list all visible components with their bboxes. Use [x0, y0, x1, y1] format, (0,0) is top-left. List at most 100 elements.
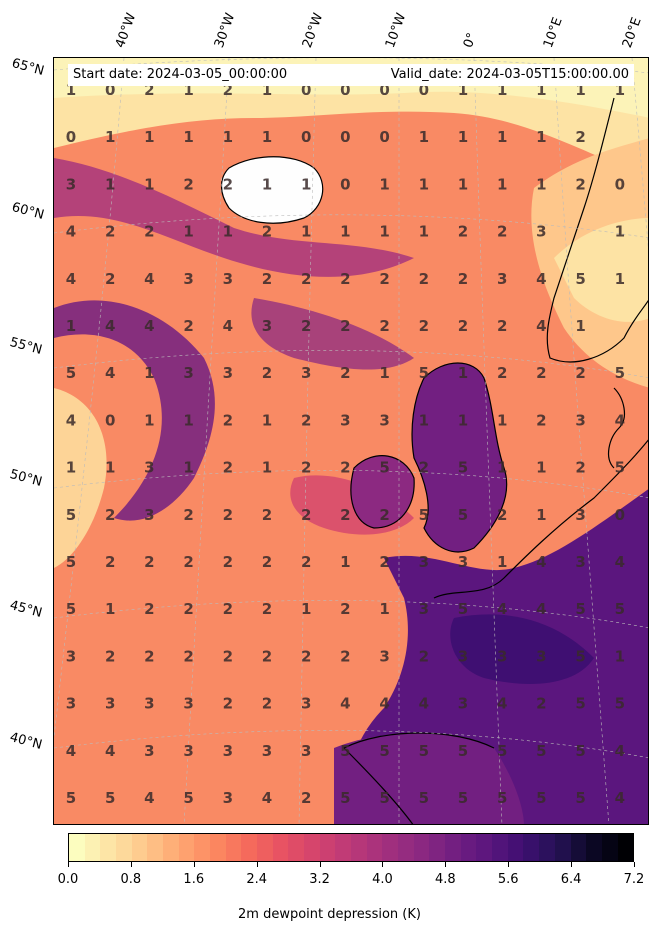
colorbar-tick: [634, 862, 635, 867]
ireland: [350, 455, 415, 528]
dry-iberia: [334, 733, 524, 824]
lat-label-55: 55°N: [8, 335, 44, 358]
grid-value: 3: [575, 411, 585, 429]
grid-value: 2: [223, 81, 233, 99]
grid-value: 2: [301, 506, 311, 524]
colorbar-segment: [210, 834, 226, 861]
grid-value: 1: [536, 81, 546, 99]
grid-values: 1 0 2 1 2 1 0 0 0 0 1 1 1 1 1 0 1 1 1 1 1 0 0 0 1 1 1 1 2 3 1 1 2 2 1 1 0 1 1 1…: [66, 81, 625, 807]
grid-value: 0: [340, 81, 350, 99]
grid-value: 5: [105, 789, 115, 807]
grid-value: 1: [458, 81, 468, 99]
colorbar-tick: [508, 862, 510, 867]
lon-label-10e: 10°E: [540, 15, 566, 51]
lat-label-60: 60°N: [10, 200, 46, 223]
map-panel: 1 0 2 1 2 1 0 0 0 0 1 1 1 1 1 0 1 1 1 1 1 0 0 0 1 1 1 1 2 3 1 1 2 2 1 1 0 1 1 1…: [53, 57, 649, 825]
grid-value: 1: [615, 223, 625, 241]
colorbar-segment: [69, 834, 85, 861]
grid-value: 3: [223, 270, 233, 288]
grid-value: 1: [458, 411, 468, 429]
grid-value: 3: [66, 647, 76, 665]
grid-value: 1: [105, 175, 115, 193]
colorbar-segment: [272, 834, 289, 861]
grid-value: 2: [183, 600, 193, 618]
grid-value: 1: [615, 647, 625, 665]
grid-value: 3: [419, 600, 429, 618]
grid-value: 3: [144, 459, 154, 477]
grid-value: 1: [497, 411, 507, 429]
grid-value: 2: [223, 695, 233, 713]
grid-value: 0: [615, 175, 625, 193]
grid-value: 3: [183, 742, 193, 760]
grid-value: 4: [536, 600, 546, 618]
grid-value: 1: [105, 128, 115, 146]
colorbar-segment: [382, 834, 399, 861]
grid-value: 3: [575, 553, 585, 571]
grid-value: 1: [379, 600, 389, 618]
grid-value: 2: [419, 459, 429, 477]
grid-value: 4: [615, 553, 625, 571]
colorbar-tick-label: 0.8: [120, 872, 142, 887]
lon-label-0: 0°: [460, 30, 481, 50]
grid-value: 2: [105, 223, 115, 241]
grid-value: 3: [458, 695, 468, 713]
grid-value: 2: [223, 553, 233, 571]
colorbar-segment: [586, 834, 602, 861]
colorbar-segment: [257, 834, 273, 861]
colorbar-segment: [84, 834, 101, 861]
graticule: [54, 58, 648, 824]
grid-value: 1: [536, 128, 546, 146]
start-date: Start date: 2024-03-05_00:00:00: [73, 67, 288, 82]
grid-value: 4: [105, 364, 115, 382]
grid-value: 1: [66, 81, 76, 99]
lat-label-40: 40°N: [8, 730, 44, 753]
grid-value: 1: [223, 128, 233, 146]
grid-value: 2: [458, 270, 468, 288]
grid-value: 3: [66, 695, 76, 713]
grid-value: 3: [301, 364, 311, 382]
grid-value: 2: [379, 270, 389, 288]
grid-value: 1: [340, 553, 350, 571]
grid-value: 4: [144, 270, 154, 288]
grid-value: 5: [458, 742, 468, 760]
grid-value: 3: [575, 506, 585, 524]
colorbar-segment: [601, 834, 618, 861]
grid-value: 2: [262, 695, 272, 713]
moist-swirl-west: [54, 388, 107, 568]
grid-value: 5: [66, 789, 76, 807]
grid-value: 5: [536, 789, 546, 807]
colorbar-tick-label: 5.6: [497, 872, 519, 887]
grid-value: 2: [575, 364, 585, 382]
grid-value: 1: [262, 128, 272, 146]
grid-value: 1: [262, 81, 272, 99]
colorbar-segment: [304, 834, 320, 861]
grid-value: 0: [301, 128, 311, 146]
colorbar-segment: [413, 834, 430, 861]
grid-value: 1: [497, 128, 507, 146]
grid-value: 5: [575, 695, 585, 713]
colorbar-segment: [523, 834, 540, 861]
grid-value: 1: [575, 81, 585, 99]
grid-value: 5: [615, 695, 625, 713]
grid-value: 2: [379, 317, 389, 335]
map-field: 1 0 2 1 2 1 0 0 0 0 1 1 1 1 1 0 1 1 1 1 1 0 0 0 1 1 1 1 2 3 1 1 2 2 1 1 0 1 1 1…: [54, 58, 648, 824]
grid-value: 2: [575, 175, 585, 193]
grid-value: 2: [301, 553, 311, 571]
grid-value: 1: [144, 128, 154, 146]
grid-value: 1: [615, 81, 625, 99]
grid-value: 3: [379, 647, 389, 665]
grid-value: 5: [379, 789, 389, 807]
colorbar: [68, 833, 634, 862]
grid-value: 1: [379, 364, 389, 382]
grid-value: 3: [262, 317, 272, 335]
grid-value: 2: [301, 647, 311, 665]
grid-value: 3: [497, 647, 507, 665]
grid-value: 5: [497, 789, 507, 807]
colorbar-segment: [507, 834, 524, 861]
grid-value: 2: [497, 364, 507, 382]
grid-value: 2: [144, 553, 154, 571]
colorbar-segment: [100, 834, 117, 861]
colorbar-segment: [476, 834, 493, 861]
grid-value: 3: [66, 175, 76, 193]
grid-value: 3: [536, 223, 546, 241]
